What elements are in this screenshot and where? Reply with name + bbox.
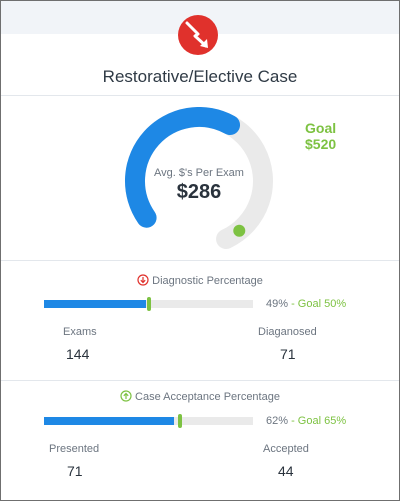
acceptance-goal-marker: [177, 414, 182, 428]
falling-arrow-icon: [178, 15, 218, 55]
page-title: Restorative/Elective Case: [102, 67, 298, 86]
diagnostic-progress-fill: [44, 300, 147, 308]
diagnostic-title: Diagnostic Percentage: [152, 275, 263, 287]
acceptance-percent-text: 62% - Goal 65%: [266, 415, 346, 427]
accepted-value: 44: [278, 463, 294, 479]
up-arrow-circle-icon: [120, 390, 132, 402]
diagnostic-goal: - Goal 50%: [288, 298, 347, 310]
gauge-value: $286: [176, 181, 222, 203]
presented-value: 71: [67, 463, 83, 479]
acceptance-progress-bar: [44, 417, 253, 425]
acceptance-progress-fill: [44, 417, 174, 425]
divider: [1, 260, 399, 261]
diagnostic-percent: 49%: [266, 298, 289, 310]
goal-label: Goal: [305, 120, 337, 136]
acceptance-section-title: Case Acceptance Percentage: [1, 390, 399, 403]
accepted-label: Accepted: [263, 443, 309, 455]
divider: [1, 380, 399, 381]
gauge-fill: [124, 107, 241, 228]
presented-label: Presented: [49, 443, 100, 455]
gauge-label: Avg. $'s Per Exam: [154, 167, 244, 179]
exams-label: Exams: [63, 326, 97, 338]
diagnosed-label: Diaganosed: [258, 326, 317, 338]
diagnosed-value: 71: [280, 346, 296, 362]
down-arrow-circle-icon: [137, 274, 149, 286]
acceptance-goal: - Goal 65%: [288, 415, 347, 427]
avg-per-exam-gauge: [124, 107, 273, 249]
divider: [1, 95, 399, 96]
diagnostic-section-title: Diagnostic Percentage: [1, 274, 399, 287]
diagnostic-goal-marker: [146, 297, 151, 311]
goal-value: $520: [305, 136, 337, 152]
gauge-goal-dot: [233, 224, 246, 237]
exams-value: 144: [66, 346, 90, 362]
acceptance-percent: 62%: [266, 415, 289, 427]
acceptance-title: Case Acceptance Percentage: [135, 391, 280, 403]
diagnostic-percent-text: 49% - Goal 50%: [266, 298, 346, 310]
